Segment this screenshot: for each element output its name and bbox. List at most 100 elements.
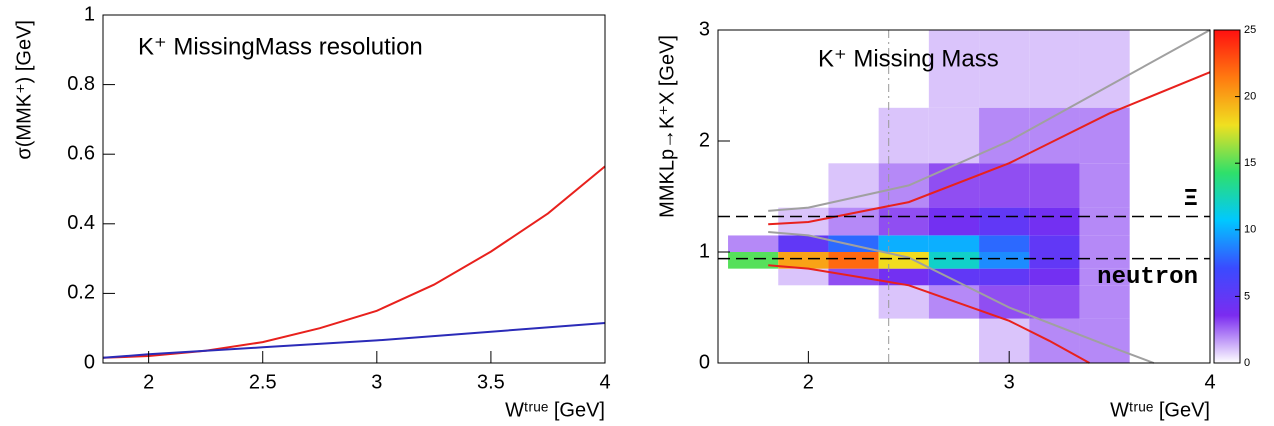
heat-cell [928,107,980,164]
heat-cell [728,285,779,319]
heat-cell [878,318,929,363]
colorbar [1213,29,1241,364]
heat-cell [778,318,829,363]
heat-cell [1029,285,1080,319]
curve [768,29,1211,212]
heat-cell [828,163,879,208]
curve [768,71,1211,226]
y-tick-label: 1 [699,240,710,262]
colorbar-tick-label: 5 [1244,290,1250,302]
x-tick-label: 4 [599,371,610,393]
curve [768,264,1090,364]
heat-cell [778,30,829,108]
colorbar-tick-label: 15 [1244,157,1256,169]
heat-cell [828,30,879,108]
heat-cell [928,30,980,108]
heat-cell [979,107,1030,164]
heat-cell [828,318,879,363]
heat-cell [1029,252,1080,269]
heat-cell [728,30,779,108]
heat-cell [828,285,879,319]
heat-cell [1029,30,1080,108]
heat-cell [1029,207,1080,236]
heat-cell [728,235,779,252]
heat-cell [878,107,929,164]
heat-cell [1079,252,1130,269]
y-tick-label: 1 [84,3,95,25]
y-tick-label: 0 [699,351,710,373]
heat-cell [1029,163,1080,208]
y-axis-label: σ(MMK⁺) [GeV] [13,20,35,160]
heat-cell [979,30,1030,108]
heat-cell [1079,268,1130,286]
x-tick-label: 3.5 [477,371,505,393]
chart-title: K⁺ Missing Mass [818,45,999,72]
heat-cell [1079,107,1130,164]
heat-cell [878,268,929,286]
heat-cell [1079,30,1130,108]
heat-cell [979,235,1030,252]
colorbar-tick-label: 10 [1244,224,1256,236]
heat-cell [979,318,1030,363]
plot-frame [717,29,1211,364]
x-tick-label: 2 [143,371,154,393]
colorbar-tick-label: 0 [1244,357,1250,369]
colorbar-tick-label: 20 [1244,91,1256,103]
heat-cell [928,318,980,363]
heat-cell [928,207,980,236]
heat-cell [878,163,929,208]
heat-cell [878,207,929,236]
y-tick-label: 2 [699,129,710,151]
x-tick-label: 2 [803,371,814,393]
heat-cell [979,268,1030,286]
y-tick-label: 0.4 [67,212,95,234]
y-tick-label: 3 [699,18,710,40]
heat-cell [1029,235,1080,252]
heat-cell [728,318,779,363]
heat-cell [728,107,779,164]
heat-cell [878,30,929,108]
x-tick-label: 4 [1204,371,1215,393]
heat-cell [828,252,879,269]
curve [102,322,606,359]
x-tick-label: 3 [371,371,382,393]
y-tick-label: 0 [84,351,95,373]
heat-cell [878,285,929,319]
heat-cell [778,268,829,286]
heat-cell [1079,163,1130,208]
curve [768,231,1155,364]
annotation: Ξ [1184,186,1198,213]
x-axis-label: Wᵗʳᵘᵉ [GeV] [1110,399,1210,421]
heat-cell [1079,207,1130,236]
heat-cell [979,207,1030,236]
plot-frame [102,14,606,364]
heat-cell [928,235,980,252]
heat-cell [928,252,980,269]
x-axis-label: Wᵗʳᵘᵉ [GeV] [505,399,605,421]
heat-cell [979,163,1030,208]
heat-cell [778,285,829,319]
y-tick-label: 0.8 [67,73,95,95]
heat-cell [828,107,879,164]
heat-cell [878,252,929,269]
heat-cell [1079,285,1130,319]
annotation: neutron [1097,264,1198,291]
heat-cell [728,163,779,208]
heat-cell [828,207,879,236]
y-axis-label: MMKLp→K⁺X [GeV] [656,35,678,218]
heat-cell [778,235,829,252]
heat-cell [1079,318,1130,363]
heat-cell [728,268,779,286]
y-tick-label: 0.6 [67,142,95,164]
chart-title: K⁺ MissingMass resolution [138,33,423,60]
heat-cell [1079,235,1130,252]
heat-cell [728,207,779,236]
x-tick-label: 2.5 [249,371,277,393]
y-tick-label: 0.2 [67,282,95,304]
heat-cell [778,163,829,208]
heat-cell [979,252,1030,269]
heat-cell [728,252,779,269]
heat-cell [778,107,829,164]
colorbar-tick-label: 25 [1244,24,1256,36]
